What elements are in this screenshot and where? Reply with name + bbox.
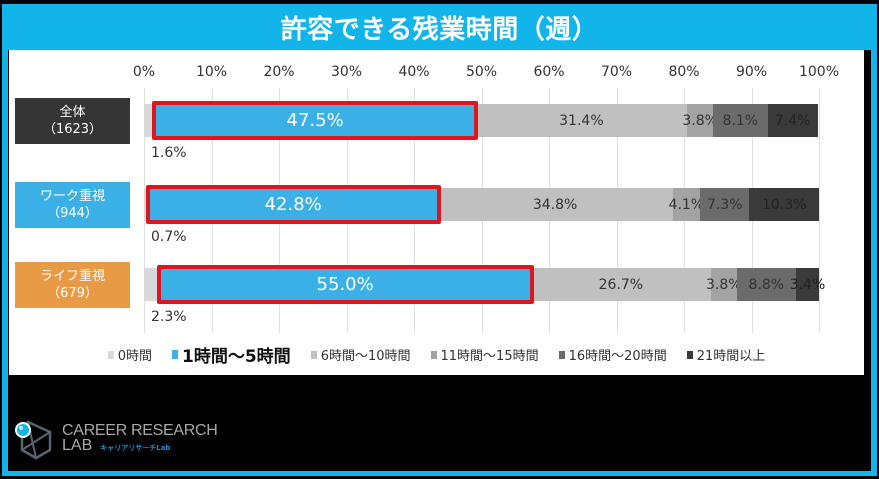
- x-axis-tick-label: 20%: [263, 64, 295, 80]
- legend-label: 1時間〜5時間: [182, 347, 291, 367]
- x-axis-tick-label: 90%: [735, 64, 768, 80]
- segment-value-label: 34.8%: [532, 196, 578, 213]
- category-count: （1623）: [42, 122, 103, 137]
- bar-segment: 42.8%: [148, 188, 438, 221]
- bar-segment: [144, 104, 155, 137]
- bar-segment: 8.1%: [713, 104, 768, 137]
- category-name: 全体: [59, 105, 86, 120]
- title-bar: 許容できる残業時間（週）: [2, 4, 877, 50]
- stacked-bar: 42.8% 34.8% 4.1% 7.3% 10.3%: [144, 188, 819, 221]
- legend-label: 11時間〜15時間: [440, 349, 539, 364]
- segment-value-label: 26.7%: [598, 276, 644, 293]
- bar-segment: 34.8%: [437, 188, 673, 221]
- category-label: ワーク重視 （944）: [15, 182, 130, 228]
- bar-segment: 8.8%: [736, 268, 797, 301]
- bar-segment: 7.4%: [767, 104, 818, 137]
- bar-segment: 3.8%: [682, 104, 718, 137]
- bar-segment: 3.8%: [706, 268, 742, 301]
- bar-segment: 31.4%: [475, 104, 688, 137]
- category-label: 全体 （1623）: [15, 98, 130, 144]
- frame-border-bottom: [2, 471, 877, 476]
- legend-item: 21時間以上: [686, 345, 766, 364]
- segment-value-label: 3.8%: [682, 112, 718, 129]
- zero-hours-value-label: 0.7%: [151, 229, 187, 245]
- legend-label: 21時間以上: [696, 349, 766, 364]
- logo-lab-text: LAB: [62, 436, 93, 454]
- category-name: ワーク重視: [39, 189, 105, 204]
- legend-swatch-icon: [686, 350, 693, 359]
- logo: CAREER RESEARCH LAB キャリアリサーチLab: [14, 418, 218, 460]
- x-axis-tick-label: 100%: [798, 64, 840, 80]
- stacked-bar: 47.5% 31.4% 3.8% 8.1% 7.4%: [144, 104, 819, 137]
- category-count: （679）: [47, 286, 98, 301]
- x-axis-tick-label: 80%: [668, 64, 700, 80]
- legend-label: 16時間〜20時間: [568, 349, 667, 364]
- segment-value-label: 3.8%: [706, 276, 742, 293]
- segment-value-label: 8.1%: [722, 112, 759, 129]
- legend-swatch-icon: [172, 350, 179, 359]
- career-research-lab-logo-icon: [15, 420, 52, 460]
- segment-value-label: 3.4%: [789, 276, 826, 293]
- gridline: [819, 88, 820, 333]
- bar-segment: 7.3%: [700, 188, 750, 221]
- legend-item: 11時間〜15時間: [430, 345, 539, 364]
- bar-segment: 26.7%: [530, 268, 711, 301]
- legend-item: 1時間〜5時間: [172, 342, 291, 367]
- x-axis-tick-label: 0%: [132, 64, 156, 80]
- zero-hours-value-label: 1.6%: [151, 145, 187, 161]
- segment-value-label: 55.0%: [316, 274, 374, 295]
- x-axis-tick-label: 70%: [600, 64, 633, 80]
- legend: 0時間 1時間〜5時間 6時間〜10時間 11時間〜15時間 16時間〜20時間 21時間…: [9, 342, 864, 367]
- chart-panel: 0% 10% 20% 30% 40% 50% 60% 70% 80% 90% 100% 全体 （162…: [9, 50, 864, 375]
- legend-item: 16時間〜20時間: [558, 345, 667, 364]
- category-name: ライフ重視: [39, 269, 105, 284]
- bar-segment: 47.5%: [154, 104, 476, 137]
- segment-value-label: 47.5%: [286, 110, 344, 131]
- category-label: ライフ重視 （679）: [15, 262, 130, 308]
- logo-jp-text: キャリアリサーチLab: [100, 443, 171, 452]
- segment-value-label: 4.1%: [668, 196, 705, 213]
- frame-border-left: [2, 4, 8, 476]
- x-axis-tick-label: 50%: [465, 64, 498, 80]
- chart-title: 許容できる残業時間（週）: [280, 14, 599, 45]
- segment-value-label: 8.8%: [748, 276, 785, 293]
- x-axis-tick-label: 10%: [195, 64, 228, 80]
- legend-label: 0時間: [117, 349, 153, 364]
- stacked-bar: 55.0% 26.7% 3.8% 8.8% 3.4%: [144, 268, 825, 301]
- x-axis-tick-label: 60%: [533, 64, 565, 80]
- legend-item: 6時間〜10時間: [310, 345, 411, 364]
- category-count: （944）: [47, 206, 98, 221]
- legend-label: 6時間〜10時間: [320, 349, 411, 364]
- legend-swatch-icon: [430, 350, 437, 359]
- legend-item: 0時間: [107, 345, 153, 364]
- bar-segment: 55.0%: [159, 268, 531, 301]
- legend-swatch-icon: [558, 350, 565, 359]
- segment-value-label: 31.4%: [559, 112, 604, 129]
- segment-value-label: 10.3%: [761, 196, 807, 213]
- x-axis-tick-label: 40%: [398, 64, 430, 80]
- legend-swatch-icon: [107, 350, 114, 359]
- bar-segment: 4.1%: [669, 188, 704, 221]
- segment-value-label: 7.4%: [774, 112, 811, 129]
- segment-value-label: 7.3%: [707, 196, 743, 213]
- bar-segment: 10.3%: [749, 188, 819, 221]
- legend-swatch-icon: [310, 350, 317, 359]
- logo-main-text: CAREER RESEARCH: [62, 421, 218, 439]
- zero-hours-value-label: 2.3%: [151, 309, 187, 325]
- frame-border-right: [871, 4, 877, 476]
- x-axis-tick-label: 30%: [330, 64, 363, 80]
- bar-segment: [144, 268, 160, 301]
- segment-value-label: 42.8%: [264, 194, 322, 215]
- bar-segment: 3.4%: [790, 268, 825, 301]
